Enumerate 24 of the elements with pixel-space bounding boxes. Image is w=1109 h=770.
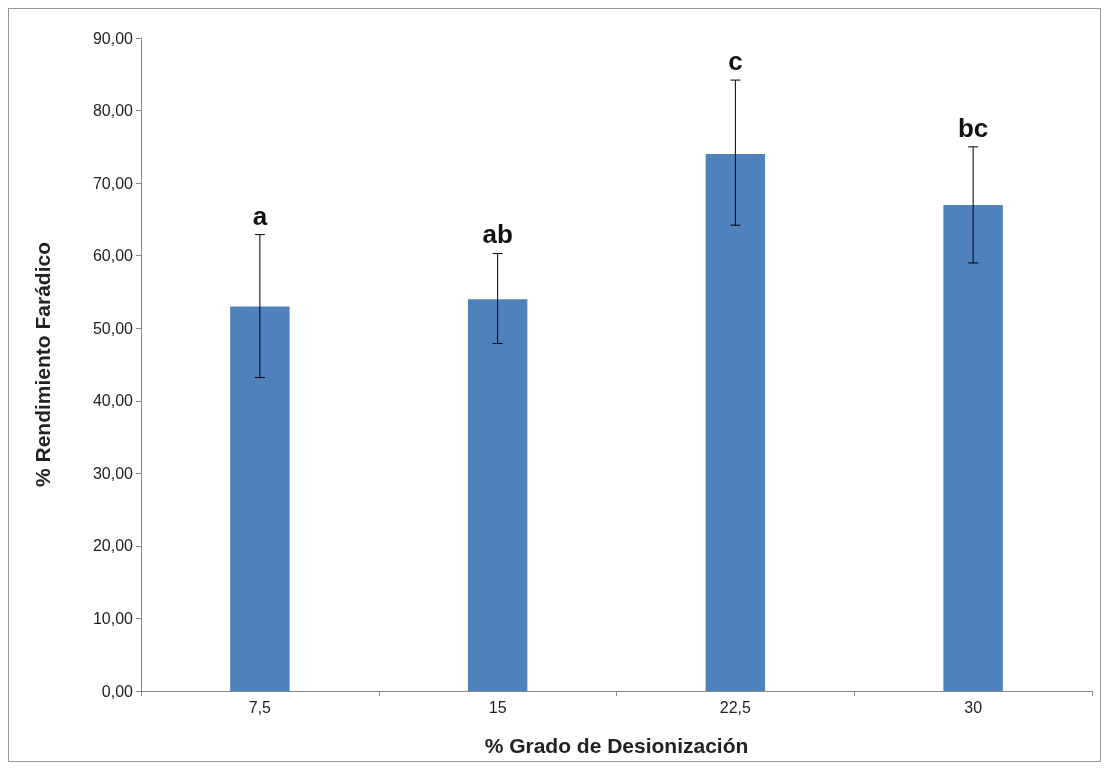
bar xyxy=(943,204,1003,691)
x-tick-label: 7,5 xyxy=(248,698,272,716)
annotation: ab xyxy=(482,219,513,250)
x-axis-title: % Grado de Desionización xyxy=(484,734,749,757)
annotation: c xyxy=(728,46,743,77)
x-tick-label: 15 xyxy=(488,698,507,716)
x-tick-label: 30 xyxy=(964,698,983,716)
annotation: bc xyxy=(957,112,989,143)
annotation: a xyxy=(252,200,268,231)
y-tick-label: 60,00 xyxy=(92,247,134,265)
y-axis-title: % Rendimiento Farádico xyxy=(31,241,54,488)
y-tick-label: 80,00 xyxy=(92,102,134,120)
y-tick-label: 70,00 xyxy=(92,174,134,192)
y-tick-label: 10,00 xyxy=(92,609,134,627)
y-tick-label: 40,00 xyxy=(92,392,134,410)
bar xyxy=(467,299,528,691)
y-tick-label: 30,00 xyxy=(92,464,134,482)
y-tick-label: 20,00 xyxy=(92,537,134,555)
x-tick-label: 22,5 xyxy=(719,698,752,716)
bar xyxy=(230,306,290,691)
y-tick-label: 90,00 xyxy=(92,29,134,47)
bar xyxy=(705,154,766,691)
y-tick-label: 50,00 xyxy=(92,319,134,337)
y-tick-label: 0,00 xyxy=(101,682,134,700)
